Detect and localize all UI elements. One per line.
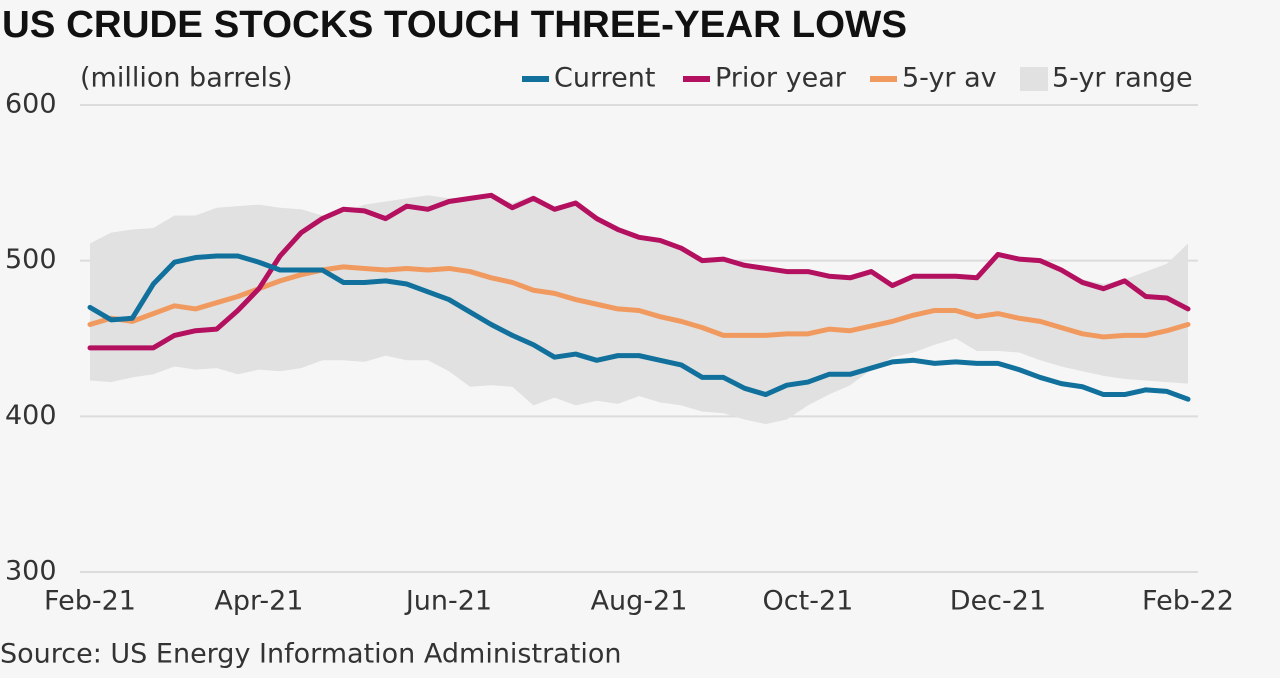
- x-tick-label: Feb-22: [1142, 586, 1234, 617]
- line: [87, 253, 1191, 402]
- x-tick-label: Oct-21: [763, 586, 854, 617]
- line: [87, 264, 1191, 340]
- x-tick-label: Feb-21: [44, 586, 136, 617]
- y-tick-label: 500: [5, 244, 57, 275]
- y-tick-label: 400: [5, 400, 57, 431]
- legend-label: Current: [554, 63, 655, 94]
- y-tick-label: 300: [5, 556, 57, 587]
- legend-label: 5-yr range: [1052, 63, 1193, 94]
- legend-swatch: [1020, 67, 1048, 91]
- x-tick-label: Apr-21: [214, 586, 303, 617]
- legend-label: 5-yr av: [902, 63, 997, 94]
- x-tick-label: Jun-21: [404, 586, 492, 617]
- chart-title: US CRUDE STOCKS TOUCH THREE-YEAR LOWS: [2, 4, 907, 46]
- source: Source: US Energy Information Administra…: [0, 639, 621, 670]
- legend-label: Prior year: [715, 63, 847, 94]
- x-tick-label: Dec-21: [950, 586, 1046, 617]
- x-tick-label: Aug-21: [591, 586, 688, 617]
- y-tick-label: 600: [5, 89, 57, 120]
- y-axis-label: (million barrels): [80, 63, 293, 94]
